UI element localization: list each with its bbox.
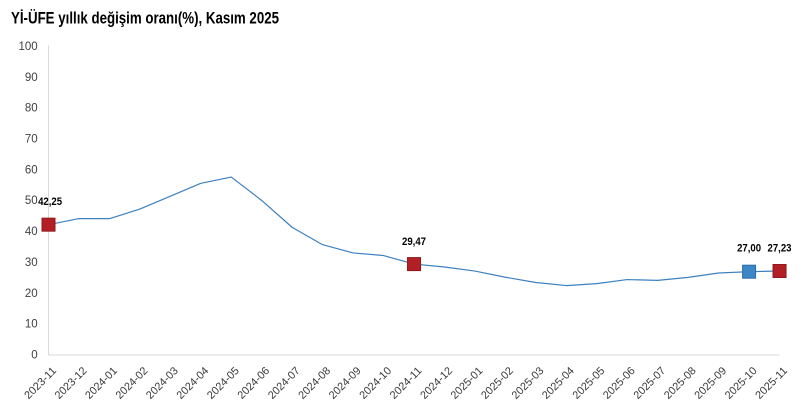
svg-text:0: 0 [31,350,37,362]
svg-text:50: 50 [25,195,38,207]
svg-text:Yİ-ÜFE yıllık değişim oranı(%): Yİ-ÜFE yıllık değişim oranı(%), Kasım 20… [11,9,279,28]
svg-text:30: 30 [25,257,38,269]
svg-text:90: 90 [25,72,38,84]
svg-text:20: 20 [25,288,38,300]
svg-text:70: 70 [25,134,38,146]
svg-text:40: 40 [25,226,38,238]
svg-text:27,00: 27,00 [737,243,761,255]
svg-text:10: 10 [25,319,38,331]
svg-text:29,47: 29,47 [402,236,426,248]
svg-text:80: 80 [25,103,38,115]
svg-text:42,25: 42,25 [38,196,62,208]
svg-text:27,23: 27,23 [768,242,792,254]
svg-text:100: 100 [19,41,38,53]
svg-text:60: 60 [25,164,38,176]
